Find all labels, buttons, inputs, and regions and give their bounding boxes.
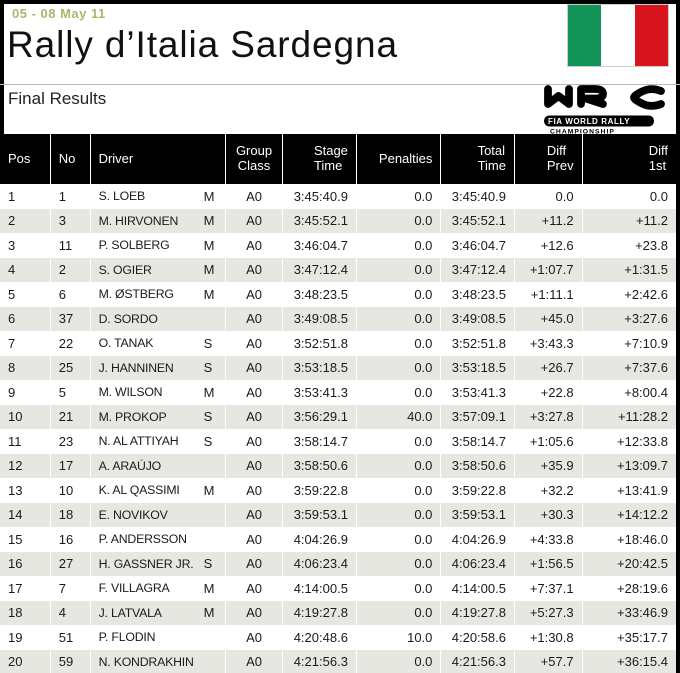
svg-text:FIA WORLD RALLY: FIA WORLD RALLY	[548, 117, 630, 126]
